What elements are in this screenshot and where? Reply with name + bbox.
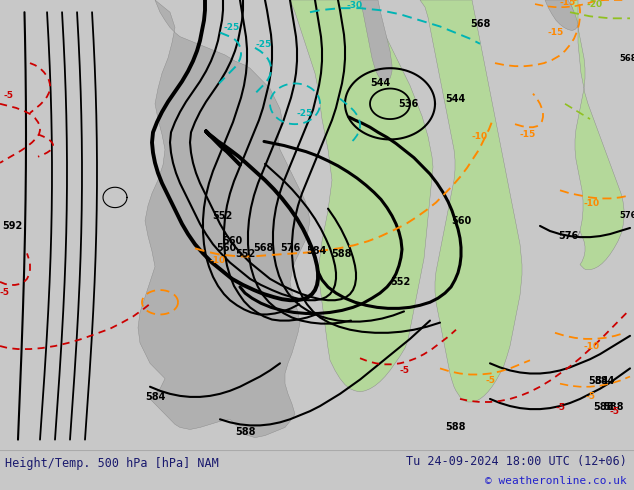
Text: -5: -5 (555, 403, 565, 412)
Text: 544: 544 (445, 94, 465, 104)
Text: 560: 560 (222, 236, 242, 246)
Text: 568: 568 (619, 53, 634, 63)
Text: 584: 584 (306, 246, 326, 256)
Text: 588: 588 (594, 402, 614, 412)
Polygon shape (545, 0, 578, 30)
Text: 584: 584 (145, 392, 165, 402)
Text: 576: 576 (558, 231, 578, 241)
Polygon shape (138, 0, 310, 438)
Polygon shape (420, 0, 522, 402)
Polygon shape (570, 0, 624, 270)
Text: -30: -30 (347, 0, 363, 10)
Text: -25: -25 (297, 109, 313, 119)
Text: 588: 588 (446, 422, 466, 433)
Text: -5: -5 (485, 376, 495, 385)
Text: 552: 552 (212, 211, 232, 221)
Text: -15: -15 (520, 130, 536, 139)
Text: 536: 536 (398, 99, 418, 109)
Text: 588: 588 (604, 402, 624, 412)
Text: 552: 552 (390, 277, 410, 287)
Text: 568: 568 (253, 244, 273, 253)
Text: -5: -5 (0, 288, 10, 296)
Polygon shape (290, 0, 433, 392)
Text: 576: 576 (619, 211, 634, 220)
Text: -15: -15 (560, 0, 576, 6)
Text: -5: -5 (3, 91, 13, 100)
Text: 568: 568 (470, 20, 490, 29)
Text: -5: -5 (609, 407, 619, 416)
Text: 560: 560 (216, 244, 236, 253)
Text: 588: 588 (332, 249, 353, 259)
Text: -5: -5 (585, 392, 595, 401)
Text: -25: -25 (224, 23, 240, 32)
Polygon shape (360, 0, 392, 81)
Text: -20: -20 (587, 0, 603, 8)
Text: 592: 592 (2, 221, 22, 231)
Text: 560: 560 (451, 216, 471, 226)
Text: -15: -15 (548, 28, 564, 37)
Text: 544: 544 (370, 78, 390, 89)
Text: © weatheronline.co.uk: © weatheronline.co.uk (484, 476, 626, 486)
Text: 576: 576 (280, 244, 300, 253)
Text: Tu 24-09-2024 18:00 UTC (12+06): Tu 24-09-2024 18:00 UTC (12+06) (406, 455, 626, 467)
Text: -10: -10 (472, 132, 488, 141)
Text: 588: 588 (236, 426, 256, 437)
Text: -10: -10 (584, 342, 600, 350)
Text: -5: -5 (400, 366, 410, 375)
Text: 552: 552 (235, 249, 255, 259)
Text: 584: 584 (588, 376, 608, 386)
Text: 584: 584 (594, 376, 614, 386)
Text: -10: -10 (584, 199, 600, 208)
Text: Height/Temp. 500 hPa [hPa] NAM: Height/Temp. 500 hPa [hPa] NAM (5, 457, 219, 470)
Text: -10: -10 (210, 256, 226, 265)
Text: -25: -25 (256, 40, 272, 49)
